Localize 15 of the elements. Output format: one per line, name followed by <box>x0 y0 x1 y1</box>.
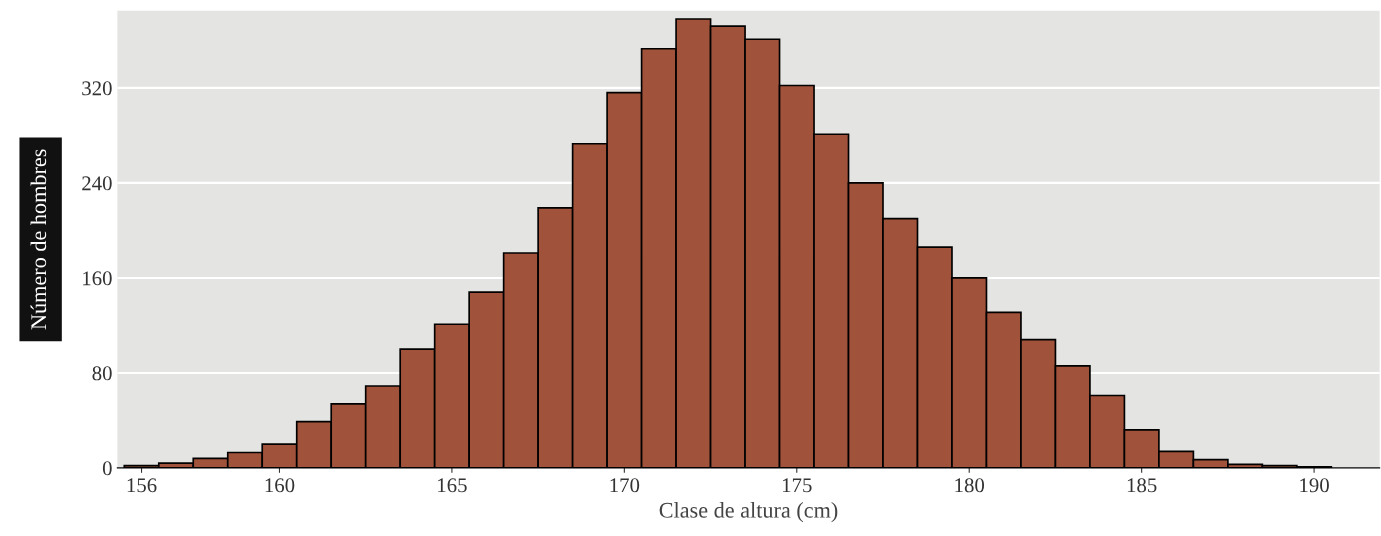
x-tick-label: 185 <box>1127 478 1157 493</box>
x-tick-label: 156 <box>127 478 157 493</box>
x-tick-label: 170 <box>610 478 640 493</box>
y-axis-title: Número de hombres <box>30 149 47 330</box>
y-tick-label: 240 <box>82 176 112 191</box>
x-tick-label: 180 <box>955 478 985 493</box>
y-tick-label: 0 <box>102 461 112 476</box>
x-tick-label: 175 <box>782 478 812 493</box>
x-tick-label: 190 <box>1300 478 1329 493</box>
y-tick-label: 80 <box>92 366 112 381</box>
y-tick-label: 320 <box>82 81 112 96</box>
y-tick-label: 160 <box>83 271 112 286</box>
x-axis-title: Clase de altura (cm) <box>659 502 838 523</box>
x-tick-label: 165 <box>438 478 467 493</box>
x-tick-label: 160 <box>265 478 295 493</box>
